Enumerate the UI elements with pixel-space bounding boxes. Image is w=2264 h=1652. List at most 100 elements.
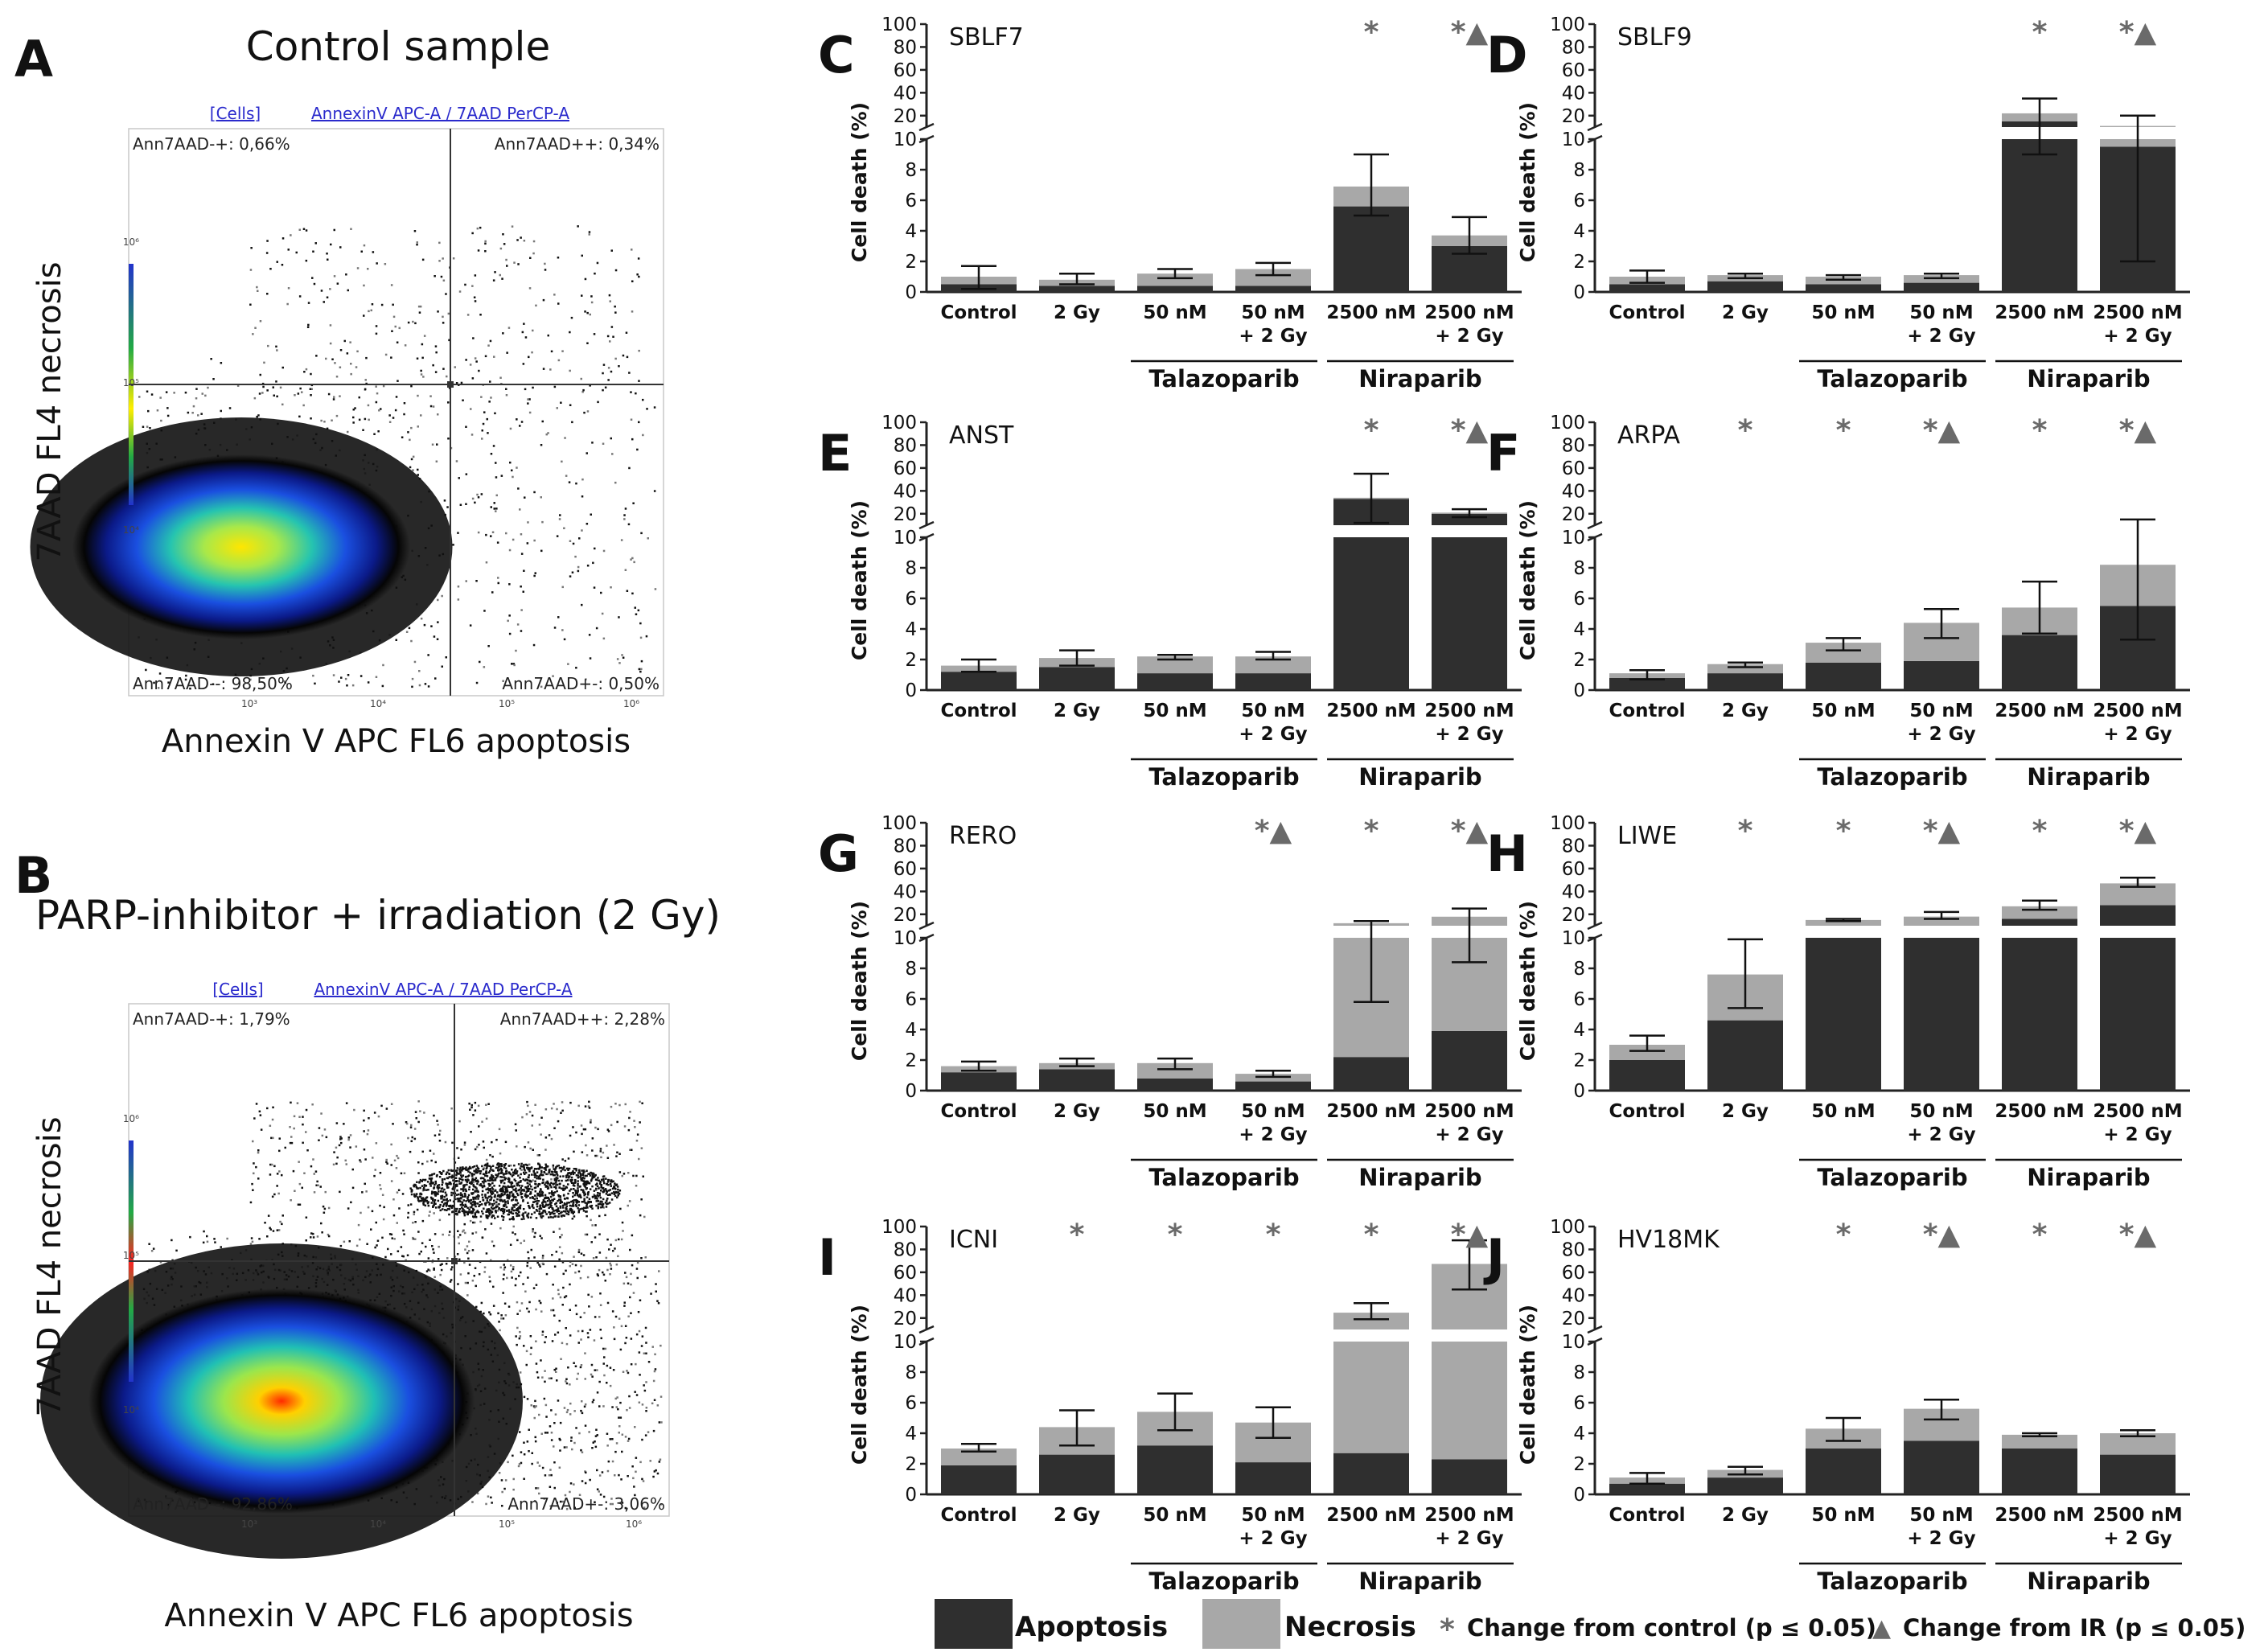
flow-event-dot — [471, 1177, 474, 1180]
flow-event-dot — [420, 373, 423, 376]
flow-event-dot — [528, 1163, 531, 1166]
flow-event-dot — [580, 1364, 583, 1366]
flow-event-dot — [484, 1203, 487, 1206]
flow-event-dot — [517, 1194, 520, 1197]
flow-event-dot — [634, 606, 636, 609]
flow-event-dot — [359, 1238, 361, 1241]
flow-event-dot — [451, 1205, 454, 1208]
flow-y-tick: 10⁴ — [123, 524, 139, 536]
flow-event-dot — [537, 1177, 540, 1180]
flow-event-dot — [523, 1239, 525, 1242]
flow-event-dot — [527, 1167, 529, 1170]
flow-event-dot — [580, 1449, 582, 1452]
flow-event-dot — [575, 1131, 577, 1134]
flow-event-dot — [596, 261, 599, 265]
flow-event-dot — [313, 1173, 315, 1175]
flow-event-dot — [561, 1158, 564, 1161]
flow-event-dot — [520, 1169, 523, 1171]
flow-event-dot — [320, 290, 323, 292]
panel-letter: G — [818, 824, 859, 883]
flow-event-dot — [607, 379, 610, 381]
flow-event-dot — [527, 1141, 530, 1144]
flow-event-dot — [545, 1196, 548, 1199]
flow-event-dot — [640, 1257, 643, 1260]
flow-event-dot — [607, 1178, 610, 1181]
flow-event-dot — [478, 1125, 480, 1128]
flow-event-dot — [442, 1181, 444, 1184]
flow-event-dot — [437, 310, 439, 313]
flow-event-dot — [556, 1209, 558, 1211]
flow-event-dot — [602, 1271, 604, 1274]
flow-event-dot — [448, 339, 450, 342]
flow-event-dot — [475, 1284, 477, 1288]
flow-event-dot — [424, 1199, 426, 1202]
flow-event-dot — [518, 1210, 520, 1214]
flow-event-dot — [310, 372, 312, 376]
flow-event-dot — [538, 1124, 541, 1126]
flow-event-dot — [516, 1301, 519, 1304]
flow-event-dot — [588, 233, 590, 236]
flow-event-dot — [588, 1198, 591, 1200]
flow-event-dot — [423, 1112, 425, 1114]
flow-event-dot — [418, 1252, 421, 1255]
flow-event-dot — [269, 1163, 272, 1166]
flow-event-dot — [449, 1181, 452, 1184]
flow-event-dot — [489, 1210, 492, 1212]
flow-event-dot — [536, 1171, 539, 1173]
flow-event-dot — [468, 1181, 471, 1184]
x-tick-label: + 2 Gy — [1907, 724, 1975, 745]
flow-event-dot — [616, 1151, 618, 1154]
flow-event-dot — [496, 541, 499, 544]
flow-event-dot — [561, 1204, 565, 1207]
flow-event-dot — [622, 1282, 626, 1285]
flow-event-dot — [614, 1191, 617, 1194]
flow-event-dot — [310, 1236, 312, 1239]
flow-event-dot — [512, 1212, 515, 1215]
flow-event-dot — [544, 1336, 547, 1338]
flow-event-dot — [586, 565, 590, 567]
flow-event-dot — [581, 254, 583, 257]
flow-event-dot — [577, 1104, 580, 1107]
flow-event-dot — [582, 1254, 586, 1256]
flow-event-dot — [573, 1199, 575, 1202]
flow-event-dot — [452, 257, 455, 260]
flow-event-dot — [506, 1194, 509, 1196]
flow-event-dot — [459, 1273, 462, 1276]
flow-event-dot — [381, 1236, 384, 1239]
flow-event-dot — [606, 1202, 608, 1206]
flow-event-dot — [325, 357, 327, 360]
flow-event-dot — [505, 532, 507, 535]
flow-event-dot — [512, 1198, 515, 1201]
flow-event-dot — [362, 429, 364, 431]
flow-event-dot — [522, 590, 524, 593]
flow-event-dot — [508, 583, 511, 586]
flow-event-dot — [528, 1173, 531, 1177]
flow-event-dot — [550, 1181, 553, 1184]
flow-event-dot — [424, 683, 427, 685]
flow-event-dot — [527, 1202, 529, 1204]
flow-event-dot — [602, 1151, 605, 1154]
flow-event-dot — [469, 1199, 471, 1202]
flow-event-dot — [236, 384, 240, 387]
flow-event-dot — [602, 1202, 605, 1206]
group-label: Talazoparib — [1148, 763, 1299, 791]
panel-letter: E — [818, 424, 852, 483]
flow-event-dot — [550, 1186, 553, 1189]
flow-event-dot — [465, 1166, 467, 1169]
x-tick-label: 2500 nM — [1424, 701, 1514, 721]
flow-event-dot — [492, 1244, 495, 1247]
flow-event-dot — [499, 1168, 503, 1170]
flow-event-dot — [631, 438, 634, 441]
flow-event-dot — [449, 1280, 452, 1283]
flow-event-dot — [138, 396, 141, 398]
y-tick-label: 100 — [1550, 413, 1585, 434]
flow-event-dot — [544, 1474, 547, 1477]
flow-event-dot — [567, 1366, 569, 1369]
flow-event-dot — [544, 1108, 548, 1111]
flow-event-dot — [638, 349, 640, 352]
flow-event-dot — [538, 1166, 541, 1169]
flow-event-dot — [569, 1208, 571, 1210]
flow-event-dot — [569, 1188, 573, 1190]
flow-event-dot — [476, 227, 479, 230]
bar-apoptosis — [1137, 286, 1213, 292]
